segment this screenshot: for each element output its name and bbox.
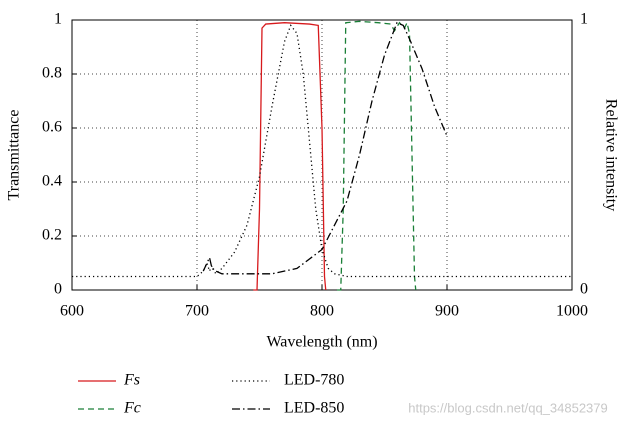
x-tick-label: 900 — [435, 303, 459, 320]
y-tick-label: 0.2 — [42, 227, 62, 244]
y2-tick-label: 1 — [580, 11, 588, 28]
y-tick-label: 0.4 — [42, 173, 62, 190]
y2-tick-label: 0 — [580, 281, 588, 298]
legend-label: Fs — [123, 372, 140, 389]
x-tick-label: 600 — [60, 303, 84, 320]
x-tick-label: 800 — [310, 303, 334, 320]
legend-label: LED-850 — [284, 400, 344, 417]
y-tick-label: 0.8 — [42, 65, 62, 82]
watermark: https://blog.csdn.net/qq_34852379 — [408, 400, 608, 415]
series-line — [253, 22, 327, 291]
y-tick-label: 0.6 — [42, 119, 62, 136]
y-tick-label: 0 — [54, 281, 62, 298]
series-line — [202, 21, 448, 275]
x-axis-title: Wavelength (nm) — [266, 334, 377, 351]
plot-frame — [71, 19, 573, 291]
y-tick-label: 1 — [54, 11, 62, 28]
x-tick-label: 700 — [185, 303, 209, 320]
legend-label: LED-780 — [284, 372, 344, 389]
series-line — [337, 20, 417, 291]
x-tick-label: 1000 — [556, 303, 588, 320]
y-axis-title: Transmittance — [6, 110, 23, 201]
y2-axis-title: Relative intensity — [602, 99, 619, 211]
series-line — [72, 24, 572, 278]
legend-label: Fc — [123, 400, 141, 417]
